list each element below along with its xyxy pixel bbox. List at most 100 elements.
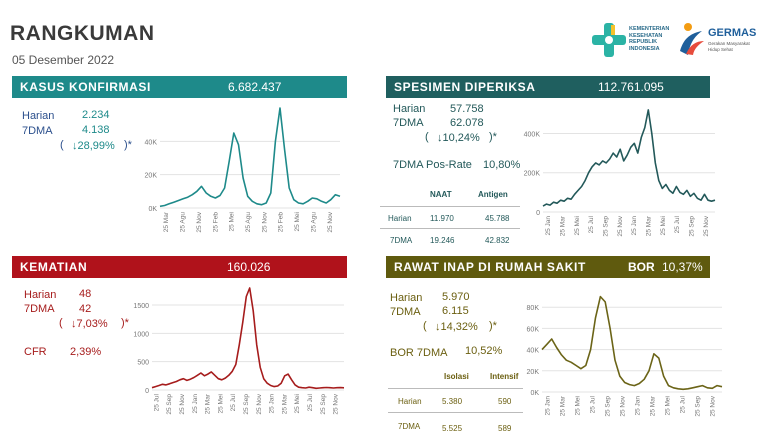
- x-tick-label: 25 Jan: [631, 216, 638, 236]
- x-tick-label: 25 Mar: [560, 215, 567, 236]
- x-tick-label: 25 Jan: [192, 394, 199, 414]
- spesimen-change-open: (: [425, 131, 429, 143]
- spesimen-table-row1-antigen: 45.788: [485, 214, 510, 223]
- spesimen-7dma-value: 62.078: [450, 117, 484, 129]
- x-tick-label: 25 Nov: [179, 393, 186, 414]
- spesimen-banner-label: SPESIMEN DIPERIKSA: [394, 80, 536, 94]
- kematian-change: ↓7,03%: [71, 318, 108, 330]
- y-tick-label: 40K: [145, 139, 158, 146]
- spesimen-banner: SPESIMEN DIPERIKSA 112.761.095: [386, 76, 710, 98]
- x-tick-label: 25 Nov: [620, 395, 627, 416]
- rawat-change-open: (: [423, 320, 427, 332]
- x-tick-label: 25 Nov: [196, 211, 203, 232]
- x-tick-label: 25 Nov: [333, 393, 340, 414]
- rawat-banner-label: RAWAT INAP DI RUMAH SAKIT: [394, 260, 586, 274]
- spesimen-table-divider: [380, 228, 520, 229]
- x-tick-label: 25 Agu: [310, 212, 317, 233]
- x-tick-label: 25 Jul: [588, 215, 595, 233]
- spesimen-table-row2-label: 7DMA: [390, 236, 413, 245]
- series-line: [541, 295, 723, 391]
- rawat-table-row1-label: Harian: [398, 397, 422, 406]
- x-tick-label: 25 Feb: [278, 212, 285, 233]
- x-tick-label: 25 Jul: [230, 393, 237, 411]
- x-tick-label: 25 Sep: [603, 216, 610, 237]
- rawat-bor7-value: 10,52%: [465, 345, 503, 357]
- kematian-cfr-value: 2,39%: [70, 346, 102, 358]
- series-line: [151, 287, 345, 390]
- rawat-table-row1-intensif: 590: [498, 397, 512, 406]
- x-tick-label: 25 Nov: [617, 215, 624, 236]
- rawat-banner: RAWAT INAP DI RUMAH SAKIT BOR 10,37%: [386, 256, 710, 278]
- x-tick-label: 25 Sep: [320, 394, 327, 415]
- y-tick-label: 1500: [133, 303, 149, 310]
- x-tick-label: 25 Mei: [229, 212, 236, 232]
- rawat-table-row2-intensif: 589: [498, 424, 512, 433]
- kematian-total: 160.026: [227, 260, 271, 274]
- rawat-table-divider: [388, 388, 523, 389]
- x-tick-label: 25 Nov: [256, 393, 263, 414]
- rawat-bor7-label: BOR 7DMA: [390, 347, 448, 359]
- kasus-change: ↓28,99%: [72, 140, 115, 152]
- x-tick-label: 25 Mar: [163, 211, 170, 232]
- kematian-chart: 0 500 1000 1500 25 Jul 25 Sep 25 Nov 25 Jan 25 M…: [133, 287, 345, 415]
- kematian-banner-label: KEMATIAN: [20, 260, 88, 274]
- kemenkes-logo-text: KEMENTERIAN KESEHATAN REPUBLIK INDONESIA: [629, 26, 670, 52]
- spesimen-table-row2-naat: 19.246: [430, 236, 455, 245]
- report-date: 05 Desember 2022: [12, 53, 115, 67]
- x-tick-label: 25 Mar: [560, 395, 567, 416]
- x-tick-label: 25 Mar: [281, 393, 288, 414]
- rawat-chart: 0K 20K 40K 60K 80K 25 Jan 25 Mar 25 Mei 25 Jul 25…: [527, 295, 723, 417]
- series-line: [542, 109, 716, 207]
- x-tick-label: 25 Sep: [605, 396, 612, 417]
- spesimen-change-close: )*: [489, 131, 497, 143]
- x-tick-label: 25 Mei: [660, 216, 667, 236]
- page-title: RANGKUMAN: [10, 22, 155, 45]
- x-tick-label: 25 Jul: [153, 393, 160, 411]
- kematian-cfr-label: CFR: [24, 346, 47, 358]
- x-tick-label: 25 Mei: [574, 216, 581, 236]
- x-tick-label: 25 Jan: [635, 396, 642, 416]
- spesimen-harian-label: Harian: [393, 103, 426, 115]
- x-tick-label: 25 Mei: [294, 394, 301, 414]
- x-tick-label: 25 Mei: [217, 394, 224, 414]
- kematian-7dma-value: 42: [79, 303, 92, 315]
- logos: KEMENTERIAN KESEHATAN REPUBLIK INDONESIA…: [590, 18, 765, 62]
- rawat-change: ↓14,32%: [435, 321, 478, 333]
- y-tick-label: 20K: [145, 173, 158, 180]
- kematian-harian-value: 48: [79, 288, 92, 300]
- x-tick-label: 25 Jul: [680, 395, 687, 413]
- rawat-table-row2-label: 7DMA: [398, 422, 421, 431]
- x-tick-label: 25 Jan: [269, 394, 276, 414]
- spesimen-table-row1-label: Harian: [388, 214, 412, 223]
- rawat-7dma-value: 6.115: [442, 305, 469, 317]
- kasus-harian-label: Harian: [22, 110, 55, 122]
- x-tick-label: 25 Agu: [245, 212, 252, 233]
- x-tick-label: 25 Sep: [243, 394, 250, 415]
- kasus-banner-label: KASUS KONFIRMASI: [20, 80, 151, 94]
- y-tick-label: 200K: [524, 171, 541, 178]
- spesimen-change: ↓10,24%: [437, 132, 480, 144]
- x-tick-label: 25 Mar: [646, 215, 653, 236]
- x-tick-label: 25 Mar: [205, 393, 212, 414]
- x-tick-label: 25 Mei: [294, 212, 301, 232]
- spesimen-table-row2-antigen: 42.832: [485, 236, 510, 245]
- kematian-banner: KEMATIAN 160.026: [12, 256, 347, 278]
- x-tick-label: 25 Sep: [695, 396, 702, 417]
- germas-tagline: Gerakan Masyarakat Hidup Sehat: [708, 41, 750, 52]
- spesimen-table-header-antigen: Antigen: [478, 190, 508, 199]
- x-tick-label: 25 Nov: [710, 395, 717, 416]
- x-tick-label: 25 Jan: [545, 216, 552, 236]
- rawat-table-divider: [388, 412, 523, 413]
- y-tick-label: 20K: [527, 369, 540, 376]
- kemenkes-logo-icon: [592, 23, 626, 57]
- x-tick-label: 25 Mei: [665, 396, 672, 416]
- rawat-bor-label: BOR: [628, 260, 655, 274]
- spesimen-harian-value: 57.758: [450, 103, 484, 115]
- y-tick-label: 0K: [530, 390, 539, 397]
- rawat-table-header-isolasi: Isolasi: [444, 372, 469, 381]
- series-line: [159, 107, 341, 208]
- rawat-table-header-intensif: Intensif: [490, 372, 519, 381]
- kasus-harian-value: 2.234: [82, 109, 110, 121]
- y-tick-label: 0: [536, 210, 540, 217]
